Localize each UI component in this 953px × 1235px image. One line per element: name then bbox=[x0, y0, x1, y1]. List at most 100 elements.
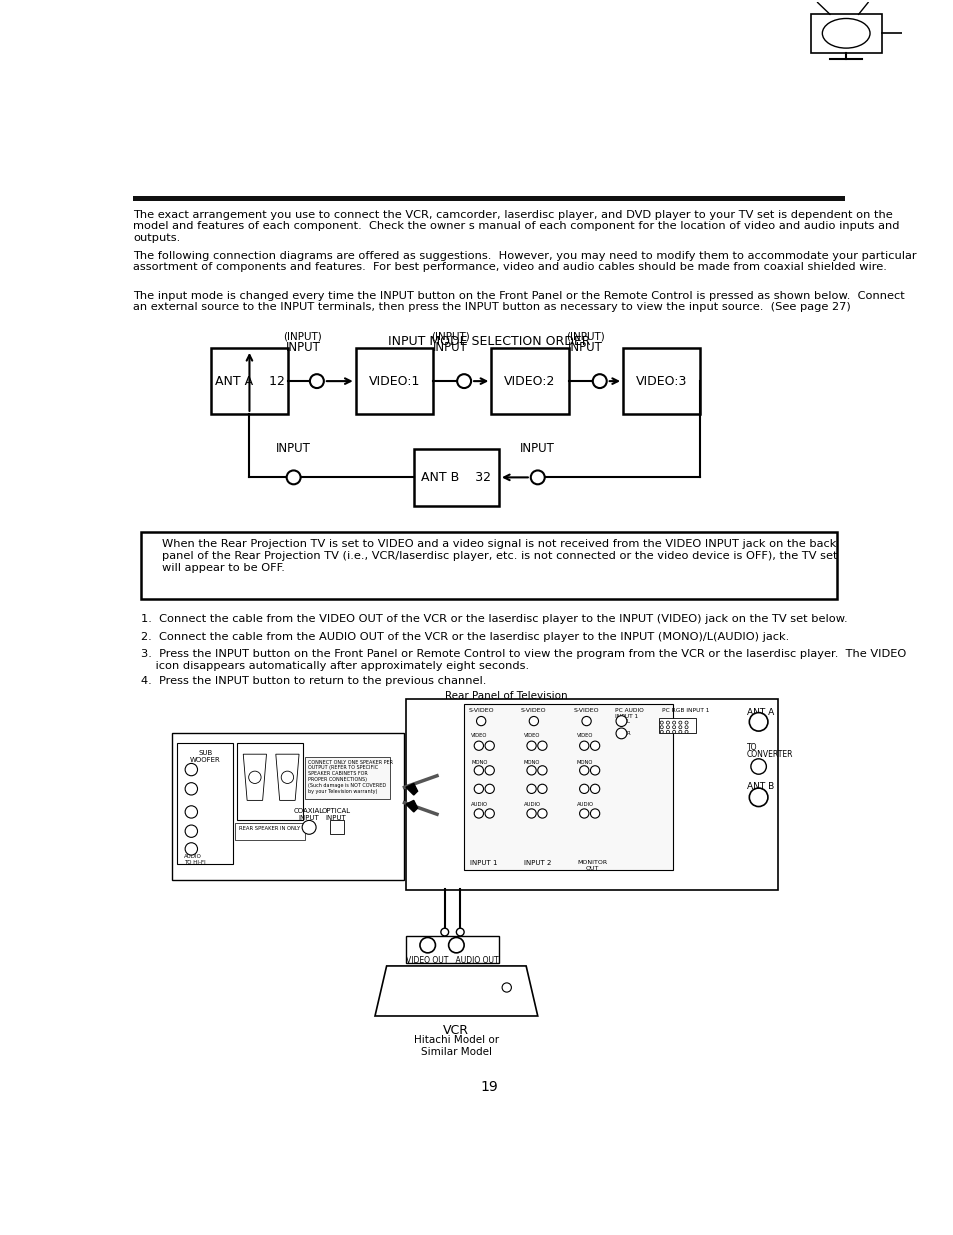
Circle shape bbox=[679, 721, 681, 724]
Text: OPTICAL
INPUT: OPTICAL INPUT bbox=[321, 808, 351, 821]
Circle shape bbox=[616, 716, 626, 726]
Text: (INPUT): (INPUT) bbox=[431, 331, 469, 341]
Circle shape bbox=[476, 716, 485, 726]
Circle shape bbox=[484, 766, 494, 776]
Circle shape bbox=[456, 374, 471, 388]
Text: MONO: MONO bbox=[523, 760, 539, 764]
Text: AUDIO
TO HI-FI: AUDIO TO HI-FI bbox=[183, 855, 205, 864]
Text: VIDEO:1: VIDEO:1 bbox=[368, 374, 419, 388]
Bar bbox=[172, 734, 404, 879]
Text: AUDIO: AUDIO bbox=[523, 802, 540, 806]
Text: Rear Panel of Television: Rear Panel of Television bbox=[445, 692, 567, 701]
Circle shape bbox=[579, 784, 588, 793]
Circle shape bbox=[286, 471, 300, 484]
Circle shape bbox=[474, 809, 483, 818]
Circle shape bbox=[440, 929, 448, 936]
Text: S-VIDEO: S-VIDEO bbox=[468, 708, 494, 713]
Text: INPUT: INPUT bbox=[276, 442, 311, 456]
Circle shape bbox=[530, 471, 544, 484]
Circle shape bbox=[526, 741, 536, 751]
Circle shape bbox=[579, 809, 588, 818]
Polygon shape bbox=[406, 783, 417, 795]
Bar bbox=[414, 448, 498, 506]
Text: INPUT 1: INPUT 1 bbox=[469, 861, 497, 867]
Text: ANT A    12: ANT A 12 bbox=[214, 374, 284, 388]
Text: When the Rear Projection TV is set to VIDEO and a video signal is not received f: When the Rear Projection TV is set to VI… bbox=[162, 540, 837, 573]
Bar bbox=[658, 718, 695, 734]
Bar bbox=[386, 966, 525, 1010]
Text: (INPUT): (INPUT) bbox=[283, 331, 322, 341]
Circle shape bbox=[484, 809, 494, 818]
Circle shape bbox=[537, 741, 546, 751]
Circle shape bbox=[526, 809, 536, 818]
Circle shape bbox=[537, 766, 546, 776]
Text: R: R bbox=[626, 731, 630, 736]
Text: VIDEO: VIDEO bbox=[576, 734, 592, 739]
Text: VIDEO:2: VIDEO:2 bbox=[504, 374, 555, 388]
Text: VIDEO OUT   AUDIO OUT: VIDEO OUT AUDIO OUT bbox=[406, 956, 498, 965]
Circle shape bbox=[672, 730, 675, 734]
Text: AUDIO: AUDIO bbox=[576, 802, 593, 806]
Text: AUDIO: AUDIO bbox=[471, 802, 488, 806]
Circle shape bbox=[579, 741, 588, 751]
Circle shape bbox=[537, 784, 546, 793]
Circle shape bbox=[185, 783, 197, 795]
Circle shape bbox=[579, 766, 588, 776]
Text: S-VIDEO: S-VIDEO bbox=[573, 708, 598, 713]
Circle shape bbox=[684, 721, 687, 724]
Polygon shape bbox=[243, 755, 266, 800]
Bar bbox=[330, 820, 344, 834]
Circle shape bbox=[666, 730, 669, 734]
Text: PC RGB INPUT 1: PC RGB INPUT 1 bbox=[661, 708, 708, 713]
Circle shape bbox=[474, 784, 483, 793]
Bar bbox=[406, 699, 778, 889]
Circle shape bbox=[590, 741, 599, 751]
Circle shape bbox=[666, 726, 669, 729]
Text: COAXIAL
INPUT: COAXIAL INPUT bbox=[294, 808, 324, 821]
Bar bbox=[491, 348, 568, 414]
Text: REAR SPEAKER IN ONLY: REAR SPEAKER IN ONLY bbox=[239, 826, 300, 831]
Bar bbox=[406, 936, 498, 963]
FancyBboxPatch shape bbox=[810, 15, 882, 53]
Bar bbox=[177, 742, 233, 864]
Text: S-VIDEO: S-VIDEO bbox=[520, 708, 546, 713]
Text: (INPUT): (INPUT) bbox=[566, 331, 604, 341]
Polygon shape bbox=[406, 800, 417, 811]
Circle shape bbox=[821, 19, 869, 48]
Polygon shape bbox=[375, 966, 537, 1016]
Circle shape bbox=[185, 825, 197, 837]
Text: VIDEO: VIDEO bbox=[471, 734, 487, 739]
Text: 3.  Press the INPUT button on the Front Panel or Remote Control to view the prog: 3. Press the INPUT button on the Front P… bbox=[141, 650, 905, 671]
Text: MONO: MONO bbox=[576, 760, 592, 764]
Circle shape bbox=[501, 983, 511, 992]
Text: ANT B: ANT B bbox=[746, 782, 774, 790]
Text: INPUT: INPUT bbox=[433, 341, 467, 353]
Circle shape bbox=[672, 721, 675, 724]
Circle shape bbox=[590, 784, 599, 793]
Circle shape bbox=[526, 766, 536, 776]
Text: 1.  Connect the cable from the VIDEO OUT of the VCR or the laserdisc player to t: 1. Connect the cable from the VIDEO OUT … bbox=[141, 614, 846, 624]
Bar bbox=[421, 983, 483, 992]
Circle shape bbox=[302, 820, 315, 835]
Circle shape bbox=[590, 766, 599, 776]
Circle shape bbox=[310, 374, 323, 388]
Circle shape bbox=[748, 788, 767, 806]
Circle shape bbox=[526, 784, 536, 793]
Text: PC AUDIO
INPUT 1: PC AUDIO INPUT 1 bbox=[615, 708, 643, 719]
Circle shape bbox=[659, 721, 662, 724]
Circle shape bbox=[659, 726, 662, 729]
Text: ANT A: ANT A bbox=[746, 708, 774, 718]
Circle shape bbox=[185, 763, 197, 776]
Bar bbox=[133, 196, 843, 201]
Circle shape bbox=[679, 730, 681, 734]
Text: The input mode is changed every time the INPUT button on the Front Panel or the : The input mode is changed every time the… bbox=[133, 290, 904, 312]
Text: VIDEO: VIDEO bbox=[523, 734, 539, 739]
Circle shape bbox=[456, 929, 464, 936]
Circle shape bbox=[185, 805, 197, 818]
Text: The exact arrangement you use to connect the VCR, camcorder, laserdisc player, a: The exact arrangement you use to connect… bbox=[133, 210, 899, 243]
Circle shape bbox=[484, 784, 494, 793]
Text: Hitachi Model or
Similar Model: Hitachi Model or Similar Model bbox=[414, 1035, 498, 1057]
Text: INPUT: INPUT bbox=[285, 341, 320, 353]
Circle shape bbox=[281, 771, 294, 783]
Bar bbox=[622, 348, 700, 414]
